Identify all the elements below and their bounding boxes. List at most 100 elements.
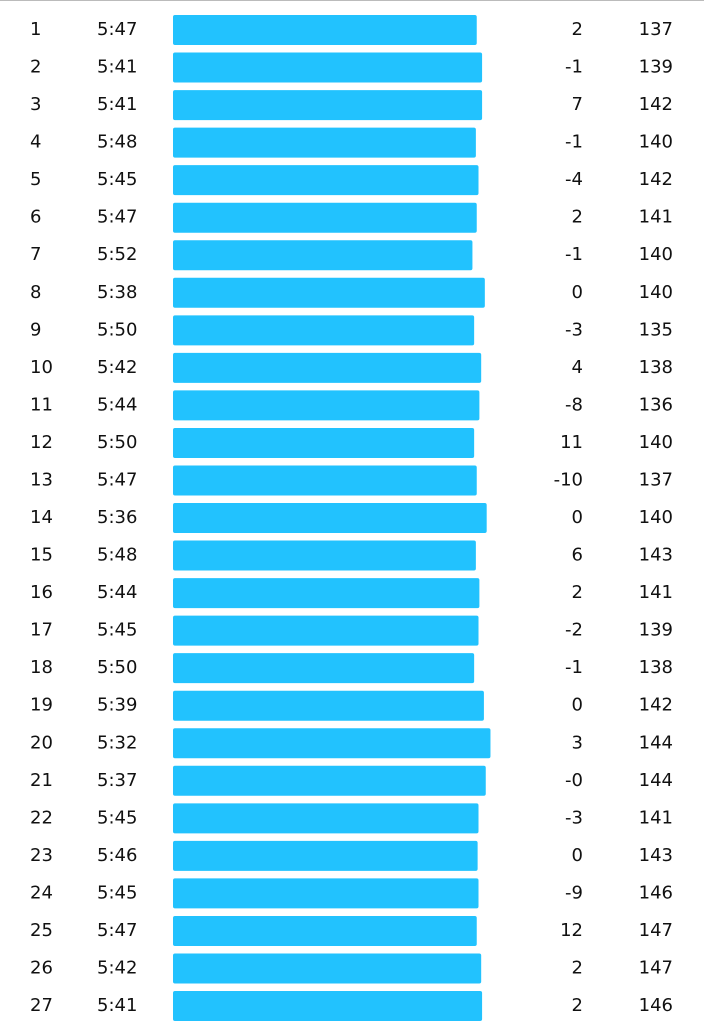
split-elevation: 11 — [560, 432, 583, 453]
split-number: 23 — [30, 845, 53, 866]
split-heart-rate: 140 — [639, 282, 673, 303]
split-elevation: -3 — [565, 807, 583, 828]
pace-bar — [173, 52, 483, 83]
split-heart-rate: 147 — [639, 920, 673, 941]
split-pace: 5:44 — [97, 582, 137, 603]
pace-bar — [173, 427, 475, 458]
pace-bar — [173, 690, 484, 721]
split-pace: 5:52 — [97, 244, 137, 265]
split-pace: 5:39 — [97, 695, 137, 716]
split-heart-rate: 137 — [639, 469, 673, 490]
pace-bar — [173, 15, 477, 45]
split-elevation: 0 — [572, 695, 583, 716]
split-elevation: -10 — [554, 469, 583, 490]
pace-bar — [173, 540, 476, 571]
split-number: 7 — [30, 244, 41, 265]
split-heart-rate: 146 — [639, 882, 673, 903]
pace-bar — [173, 503, 487, 534]
pace-bar — [173, 878, 479, 909]
pace-bar — [173, 915, 477, 946]
split-heart-rate: 139 — [639, 57, 673, 78]
split-pace: 5:50 — [97, 432, 137, 453]
split-pace: 5:41 — [97, 57, 137, 78]
split-number: 15 — [30, 545, 53, 566]
split-heart-rate: 142 — [639, 695, 673, 716]
split-pace: 5:45 — [97, 807, 137, 828]
split-pace: 5:45 — [97, 169, 137, 190]
split-pace: 5:46 — [97, 845, 137, 866]
split-number: 12 — [30, 432, 53, 453]
split-elevation: 7 — [572, 94, 583, 115]
pace-bar — [173, 390, 480, 421]
split-pace: 5:41 — [97, 94, 137, 115]
split-number: 14 — [30, 507, 53, 528]
split-number: 17 — [30, 620, 53, 641]
split-number: 11 — [30, 394, 53, 415]
split-heart-rate: 139 — [639, 620, 673, 641]
split-heart-rate: 140 — [639, 244, 673, 265]
split-pace: 5:37 — [97, 770, 137, 791]
pace-bar — [173, 578, 480, 609]
split-heart-rate: 135 — [639, 319, 673, 340]
split-elevation: -4 — [565, 169, 583, 190]
split-elevation: -8 — [565, 394, 583, 415]
pace-bar — [173, 953, 482, 984]
split-elevation: 6 — [572, 545, 583, 566]
split-elevation: 2 — [572, 19, 583, 40]
split-elevation: -2 — [565, 620, 583, 641]
split-elevation: 0 — [572, 507, 583, 528]
split-elevation: -1 — [565, 244, 583, 265]
split-number: 20 — [30, 732, 53, 753]
split-pace: 5:42 — [97, 958, 137, 979]
split-number: 24 — [30, 882, 53, 903]
split-heart-rate: 141 — [639, 207, 673, 228]
split-number: 13 — [30, 469, 53, 490]
split-elevation: 2 — [572, 958, 583, 979]
pace-bar — [173, 240, 473, 271]
split-heart-rate: 146 — [639, 995, 673, 1016]
split-pace: 5:50 — [97, 657, 137, 678]
split-number: 3 — [30, 94, 41, 115]
split-elevation: -9 — [565, 882, 583, 903]
split-number: 26 — [30, 958, 53, 979]
pace-bar — [173, 465, 477, 496]
split-elevation: -1 — [565, 132, 583, 153]
split-number: 6 — [30, 207, 41, 228]
split-number: 19 — [30, 695, 53, 716]
pace-bar — [173, 277, 485, 308]
split-heart-rate: 140 — [639, 132, 673, 153]
split-elevation: 2 — [572, 995, 583, 1016]
split-heart-rate: 137 — [639, 19, 673, 40]
split-heart-rate: 143 — [639, 545, 673, 566]
split-elevation: 0 — [572, 845, 583, 866]
split-number: 22 — [30, 807, 53, 828]
split-pace: 5:36 — [97, 507, 137, 528]
split-heart-rate: 142 — [639, 94, 673, 115]
split-pace: 5:48 — [97, 545, 137, 566]
split-number: 2 — [30, 57, 41, 78]
split-elevation: -3 — [565, 319, 583, 340]
pace-bar — [173, 803, 479, 834]
split-heart-rate: 147 — [639, 958, 673, 979]
pace-bar — [173, 202, 477, 233]
split-elevation: 3 — [572, 732, 583, 753]
pace-bar — [173, 653, 475, 684]
split-number: 16 — [30, 582, 53, 603]
pace-bar — [173, 728, 491, 759]
split-pace: 5:47 — [97, 207, 137, 228]
split-heart-rate: 142 — [639, 169, 673, 190]
pace-bar — [173, 315, 475, 346]
split-heart-rate: 141 — [639, 582, 673, 603]
split-heart-rate: 136 — [639, 394, 673, 415]
split-heart-rate: 138 — [639, 357, 673, 378]
split-elevation: -1 — [565, 57, 583, 78]
split-elevation: 2 — [572, 207, 583, 228]
split-elevation: -1 — [565, 657, 583, 678]
pace-bar — [173, 765, 486, 796]
split-elevation: 12 — [560, 920, 583, 941]
pace-bar — [173, 615, 479, 646]
split-number: 4 — [30, 132, 41, 153]
pace-bar — [173, 840, 478, 871]
split-pace: 5:47 — [97, 469, 137, 490]
